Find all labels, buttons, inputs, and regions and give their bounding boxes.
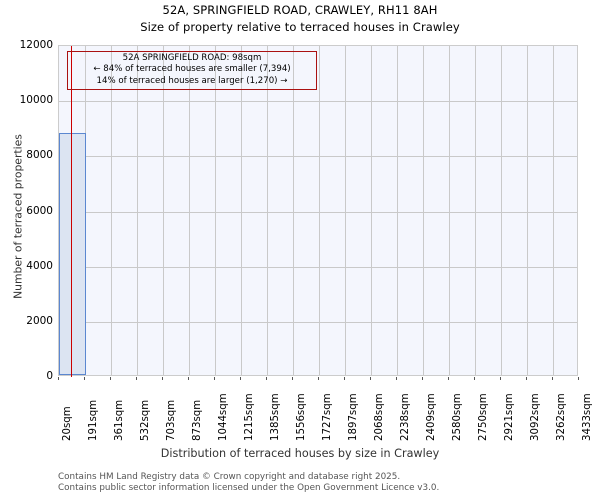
gridline-horizontal <box>59 101 577 102</box>
gridline-vertical <box>475 46 476 375</box>
gridline-vertical <box>319 46 320 375</box>
gridline-vertical <box>527 46 528 375</box>
x-axis-tick-label: 191sqm <box>88 399 99 441</box>
x-axis-tick-label: 3433sqm <box>582 393 593 441</box>
x-axis-tickmark <box>318 377 319 380</box>
x-axis-tick-label: 2409sqm <box>426 393 437 441</box>
y-axis-tick-label: 10000 <box>19 94 53 107</box>
y-axis-ticks: 0 2000 4000 6000 8000 10000 12000 <box>0 0 53 500</box>
x-axis-tickmark <box>578 377 579 380</box>
footer-attribution: Contains HM Land Registry data © Crown c… <box>58 472 439 494</box>
gridline-horizontal <box>59 267 577 268</box>
gridline-vertical <box>423 46 424 375</box>
x-axis-tickmark <box>396 377 397 380</box>
footer-line-2: Contains public sector information licen… <box>58 483 440 493</box>
gridline-vertical <box>371 46 372 375</box>
x-axis-tick-label: 1385sqm <box>270 393 281 441</box>
x-axis-tick-label: 1727sqm <box>322 393 333 441</box>
x-axis-tickmark <box>214 377 215 380</box>
y-axis-tick-label: 6000 <box>26 204 53 217</box>
x-axis-tickmark <box>162 377 163 380</box>
gridline-vertical <box>241 46 242 375</box>
x-axis-tickmark <box>240 377 241 380</box>
annotation-line-2: ← 84% of terraced houses are smaller (7,… <box>93 64 291 75</box>
chart-subtitle: Size of property relative to terraced ho… <box>140 20 460 34</box>
x-axis-tickmark <box>422 377 423 380</box>
x-axis-tick-label: 2921sqm <box>504 393 515 441</box>
chart-title: 52A, SPRINGFIELD ROAD, CRAWLEY, RH11 8AH <box>162 3 438 17</box>
x-axis-tick-label: 3092sqm <box>530 393 541 441</box>
gridline-vertical <box>137 46 138 375</box>
plot-area: 52A SPRINGFIELD ROAD: 98sqm ← 84% of ter… <box>58 45 578 377</box>
x-axis-tickmark <box>292 377 293 380</box>
x-axis-tick-label: 361sqm <box>114 399 125 441</box>
gridline-vertical <box>397 46 398 375</box>
footer-line-1: Contains HM Land Registry data © Crown c… <box>58 472 401 482</box>
x-axis-tickmark <box>84 377 85 380</box>
x-axis-tickmark <box>552 377 553 380</box>
gridline-vertical <box>215 46 216 375</box>
x-axis-tickmark <box>188 377 189 380</box>
y-axis-tick-label: 12000 <box>19 39 53 51</box>
x-axis-tickmark <box>136 377 137 380</box>
gridline-vertical <box>189 46 190 375</box>
x-axis-tick-label: 703sqm <box>166 399 177 441</box>
x-axis-ticks: 20sqm 191sqm 361sqm 532sqm 703sqm 873sqm 1044s… <box>0 381 600 451</box>
x-axis-tick-label: 1897sqm <box>348 393 359 441</box>
x-axis-tick-label: 3262sqm <box>556 393 567 441</box>
x-axis-tickmark <box>110 377 111 380</box>
gridline-horizontal <box>59 212 577 213</box>
x-axis-tick-label: 873sqm <box>192 399 203 441</box>
y-axis-tick-label: 8000 <box>26 149 53 162</box>
y-axis-tick-label: 0 <box>46 370 53 382</box>
x-axis-tick-label: 2238sqm <box>400 393 411 441</box>
x-axis-tick-label: 2068sqm <box>374 393 385 441</box>
x-axis-tick-label: 1556sqm <box>296 393 307 441</box>
x-axis-tick-label: 1215sqm <box>244 393 255 441</box>
gridline-vertical <box>293 46 294 375</box>
gridline-horizontal <box>59 322 577 323</box>
annotation-line-1: 52A SPRINGFIELD ROAD: 98sqm <box>122 53 262 63</box>
gridline-vertical <box>501 46 502 375</box>
x-axis-tick-label: 532sqm <box>140 399 151 441</box>
x-axis-tickmark <box>344 377 345 380</box>
y-axis-label: Number of terraced properties <box>11 134 25 299</box>
x-axis-tickmark <box>474 377 475 380</box>
x-axis-tickmark <box>58 377 59 380</box>
annotation-line-3: 14% of terraced houses are larger (1,270… <box>96 75 288 86</box>
x-axis-tick-label: 2580sqm <box>452 393 463 441</box>
annotation-box: 52A SPRINGFIELD ROAD: 98sqm ← 84% of ter… <box>67 51 317 90</box>
x-axis-tickmark <box>448 377 449 380</box>
gridline-vertical <box>267 46 268 375</box>
gridline-vertical <box>345 46 346 375</box>
x-axis-tick-label: 2750sqm <box>478 393 489 441</box>
x-axis-tickmark <box>526 377 527 380</box>
gridline-horizontal <box>59 156 577 157</box>
x-axis-label: Distribution of terraced houses by size … <box>160 447 440 460</box>
y-axis-tick-label: 4000 <box>26 259 53 272</box>
gridline-vertical <box>111 46 112 375</box>
gridline-vertical <box>163 46 164 375</box>
property-marker-line <box>70 46 73 377</box>
gridline-vertical <box>553 46 554 375</box>
bar <box>59 133 86 375</box>
x-axis-tick-label: 20sqm <box>62 406 73 441</box>
x-axis-tickmark <box>266 377 267 380</box>
x-axis-tickmark <box>500 377 501 380</box>
x-axis-tick-label: 1044sqm <box>218 393 229 441</box>
x-axis-tickmark <box>370 377 371 380</box>
y-axis-tick-label: 2000 <box>26 314 53 327</box>
gridline-vertical <box>449 46 450 375</box>
